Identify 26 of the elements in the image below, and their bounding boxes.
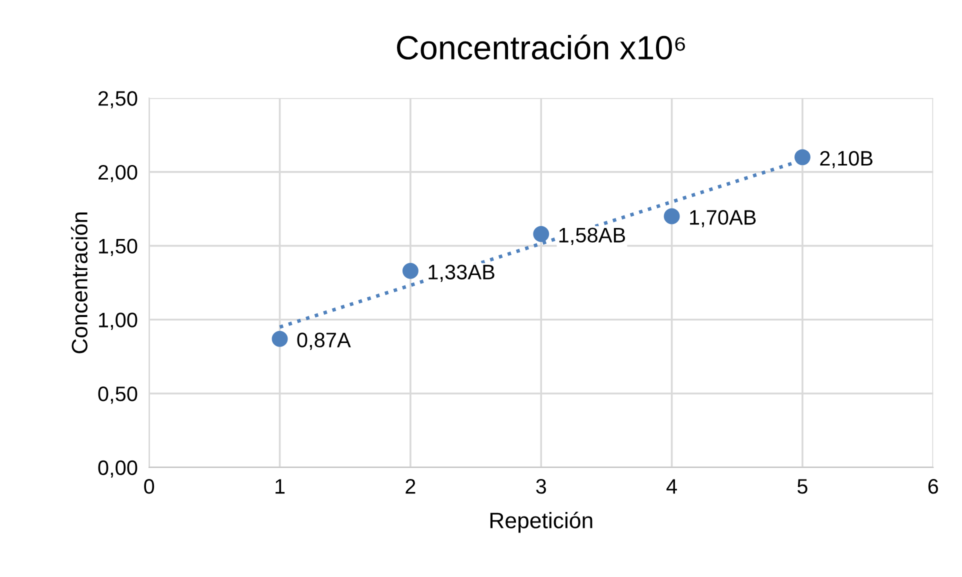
x-tick-label: 6: [928, 479, 938, 494]
x-tick-label: 4: [666, 479, 677, 494]
y-tick-label: 1,00: [99, 312, 138, 330]
chart-title: Concentración x10⁶: [396, 34, 685, 60]
x-tick-label: 1: [276, 479, 285, 494]
y-tick-label: 0,50: [98, 386, 138, 404]
y-tick-label: 2,50: [98, 91, 138, 108]
x-tick-label: 2: [406, 479, 416, 494]
y-tick-label: 2,00: [98, 164, 138, 182]
data-label: 0,87A: [297, 332, 351, 350]
x-tick-label: 3: [536, 479, 546, 494]
data-label: 1,33AB: [428, 264, 494, 282]
point: [664, 208, 680, 224]
x-tick-label: 0: [144, 479, 154, 494]
point: [402, 262, 418, 279]
point: [794, 149, 810, 166]
point: [272, 330, 288, 347]
data-label: 1,70AB: [690, 210, 756, 228]
y-axis-title: Concentración: [70, 212, 88, 354]
data-label: 1,58AB: [559, 228, 626, 245]
y-tick-label: 1,50: [99, 238, 138, 256]
data-label: 2,10B: [820, 150, 872, 168]
x-axis-title: Repetición: [490, 512, 592, 533]
point: [533, 226, 550, 242]
x-tick-label: 5: [798, 479, 808, 494]
y-tick-label: 0,00: [98, 460, 138, 478]
